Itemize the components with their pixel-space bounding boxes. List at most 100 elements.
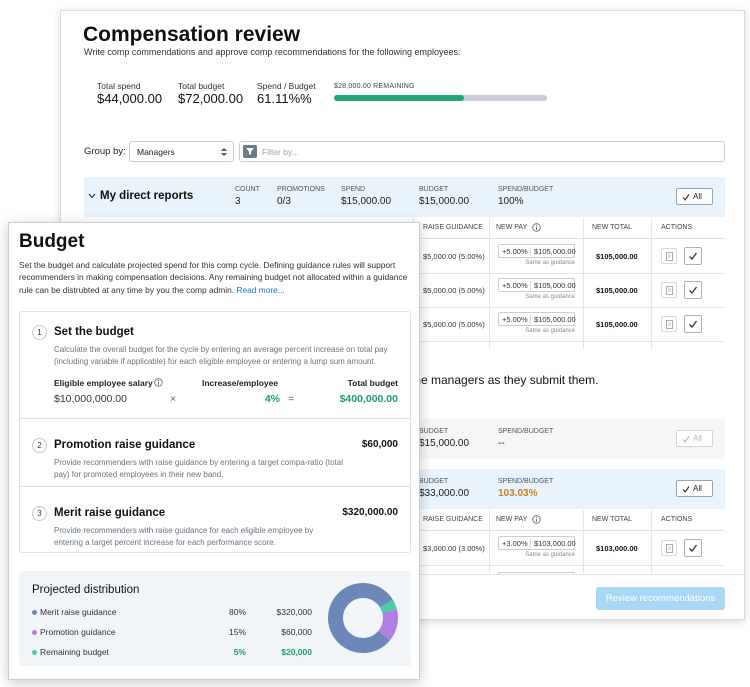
budget-card: 1 Set the budget Calculate the overall bud…	[19, 311, 411, 553]
group-stat-value: $15,000.00	[419, 438, 470, 449]
notes-button[interactable]	[661, 282, 677, 298]
section-title: Set the budget	[54, 326, 134, 338]
salary-label: Eligible employee salary	[54, 378, 153, 388]
raise-guidance: $5,000.00 (5.00%)	[423, 286, 485, 295]
new-pay-note: Same as guidance	[525, 260, 575, 266]
progress-track	[334, 95, 547, 101]
stat-label: Total budget	[178, 81, 225, 91]
filter-button[interactable]	[243, 145, 257, 158]
new-pay-percent: +3.00%	[502, 539, 528, 548]
document-icon	[666, 544, 673, 553]
legend-name: Remaining budget	[40, 647, 109, 657]
section-amount: $60,000	[361, 439, 398, 450]
select-value: Managers	[137, 147, 175, 157]
budget-panel: Budget Set the budget and calculate proje…	[8, 222, 420, 680]
section-description: Provide recommenders with raise guidance…	[54, 458, 344, 479]
notes-button[interactable]	[661, 248, 677, 264]
column-header: ACTIONS	[661, 224, 693, 231]
review-button[interactable]: Review recommendations	[596, 587, 725, 610]
check-icon	[689, 286, 698, 294]
all-button[interactable]: All	[676, 188, 713, 205]
document-icon	[666, 286, 673, 295]
new-total: $103,000.00	[596, 544, 638, 553]
collapse-chevron	[88, 193, 96, 199]
check-icon	[689, 320, 698, 328]
budget-title: Budget	[19, 231, 85, 252]
column-header: RAISE GUIDANCE	[423, 516, 483, 523]
group-stat-label: COUNT	[235, 186, 260, 193]
budget-description: Set the budget and calculate projected s…	[19, 259, 411, 296]
donut-slice	[328, 583, 393, 653]
group-title: My direct reports	[100, 190, 194, 202]
new-pay-note: Same as guidance	[525, 294, 575, 300]
distribution-title: Projected distribution	[32, 584, 140, 596]
all-button-label: All	[693, 434, 702, 443]
column-header: NEW TOTAL	[592, 224, 633, 231]
page-subtitle: Write comp commendations and approve com…	[84, 47, 461, 57]
stat-value: $44,000.00	[97, 91, 163, 106]
filter-input[interactable]: Filter by...	[239, 141, 725, 162]
new-pay-input[interactable]: +5.00% $105,000.00	[498, 278, 576, 292]
group-by-select[interactable]: Managers	[129, 141, 234, 162]
column-divider	[583, 218, 584, 349]
stat-value: 61.11%%	[257, 91, 312, 106]
check-icon	[682, 436, 690, 443]
column-header: RAISE GUIDANCE	[423, 224, 483, 231]
approve-button[interactable]	[684, 539, 702, 557]
times-sign: ×	[170, 393, 177, 405]
filter-placeholder: Filter by...	[262, 147, 299, 157]
step-number: 2	[32, 438, 47, 453]
new-pay-note: Same as guidance	[525, 552, 575, 558]
read-more-link[interactable]: Read more...	[236, 284, 285, 295]
group-stat-value: 103.03%	[498, 488, 538, 499]
stat-label: Spend / Budget	[257, 81, 316, 91]
legend-percent: 5%	[233, 647, 246, 657]
new-pay-input[interactable]: +3.00% $103,000.00	[498, 536, 576, 550]
group-stat-value: 3	[235, 196, 241, 207]
section-divider	[20, 486, 410, 487]
total-label: Total budget	[347, 378, 398, 388]
increase-value: 4%	[264, 393, 280, 405]
new-pay-percent: +5.00%	[502, 281, 528, 290]
stat-value: $72,000.00	[178, 91, 244, 106]
legend-amount: $60,000	[281, 627, 312, 637]
check-icon	[682, 486, 690, 493]
legend-amount: $320,000	[276, 607, 312, 617]
progress-label: $28,000.00 REMAINING	[334, 83, 415, 90]
notes-button[interactable]	[661, 316, 677, 332]
raise-guidance: $5,000.00 (5.00%)	[423, 252, 485, 261]
new-pay-percent: +5.00%	[502, 247, 528, 256]
column-header: NEW PAY	[496, 224, 528, 231]
table-note: the managers as they submit them.	[411, 373, 599, 387]
new-pay-amount: $105,000.00	[530, 281, 576, 290]
legend-dot	[32, 650, 37, 655]
info-icon	[532, 223, 541, 232]
new-pay-amount: $105,000.00	[530, 315, 576, 324]
approve-button[interactable]	[684, 281, 702, 299]
group-stat-value: $15,000.00	[419, 196, 470, 207]
all-button[interactable]: All	[676, 480, 713, 497]
approve-button[interactable]	[684, 247, 702, 265]
column-divider	[583, 510, 584, 573]
group-stat-value: --	[498, 438, 505, 449]
legend-name: Merit raise guidance	[40, 607, 117, 617]
legend-amount: $20,000	[281, 647, 312, 657]
all-button[interactable]: All	[676, 430, 713, 447]
legend-percent: 15%	[228, 627, 246, 637]
column-divider	[489, 218, 490, 349]
group-stat-value: 0/3	[277, 196, 291, 207]
legend-name: Promotion guidance	[40, 627, 116, 637]
raise-guidance: $3,000.00 (3.00%)	[423, 544, 485, 553]
stat-label: Total spend	[97, 81, 141, 91]
total-value: $400,000.00	[339, 393, 398, 405]
column-divider	[489, 510, 490, 573]
notes-button[interactable]	[661, 540, 677, 556]
approve-button[interactable]	[684, 315, 702, 333]
new-pay-input[interactable]: +5.00% $105,000.00	[498, 244, 576, 258]
document-icon	[666, 320, 673, 329]
donut-chart	[328, 583, 398, 653]
column-header: NEW TOTAL	[592, 516, 633, 523]
group-stat-value: 100%	[498, 196, 524, 207]
new-pay-input[interactable]: +5.00% $105,000.00	[498, 312, 576, 326]
legend-dot	[32, 630, 37, 635]
